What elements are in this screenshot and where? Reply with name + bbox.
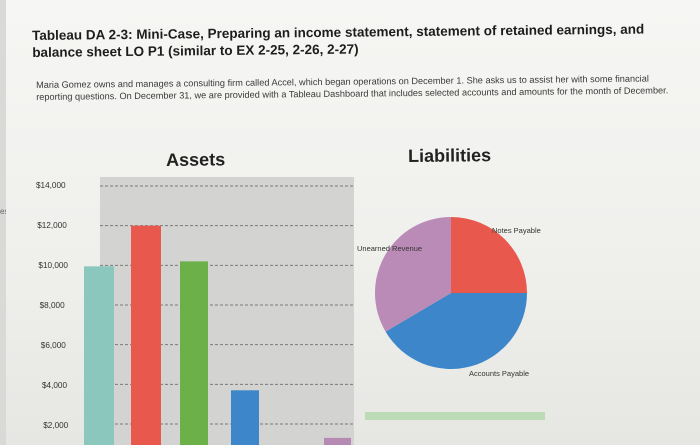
- assets-y-tick-label: $6,000: [40, 340, 66, 350]
- assets-y-tick-label: $4,000: [42, 380, 68, 390]
- liabilities-pie-slice: [375, 217, 451, 332]
- cropped-edge-text: es: [0, 207, 6, 216]
- assets-bar: [84, 266, 114, 445]
- assets-y-tick-label: $14,000: [36, 181, 66, 190]
- assets-y-tick-label: $10,000: [38, 260, 68, 270]
- assets-y-tick-label: $12,000: [37, 220, 67, 230]
- assets-bar: [231, 390, 259, 445]
- liabilities-pie-slice: [385, 293, 527, 370]
- assets-bar: [131, 225, 161, 445]
- liabilities-pie-label: Unearned Revenue: [357, 244, 422, 253]
- liabilities-pie-label: Notes Payable: [492, 226, 541, 235]
- liabilities-pie-label: Accounts Payable: [469, 369, 529, 378]
- assets-bar: [324, 437, 351, 445]
- assets-y-tick-label: $8,000: [39, 300, 65, 310]
- liabilities-pie-slice: [451, 217, 527, 293]
- assets-y-tick-label: $2,000: [43, 420, 69, 430]
- assets-bar: [180, 261, 208, 445]
- liabilities-bottom-bar: [365, 412, 545, 420]
